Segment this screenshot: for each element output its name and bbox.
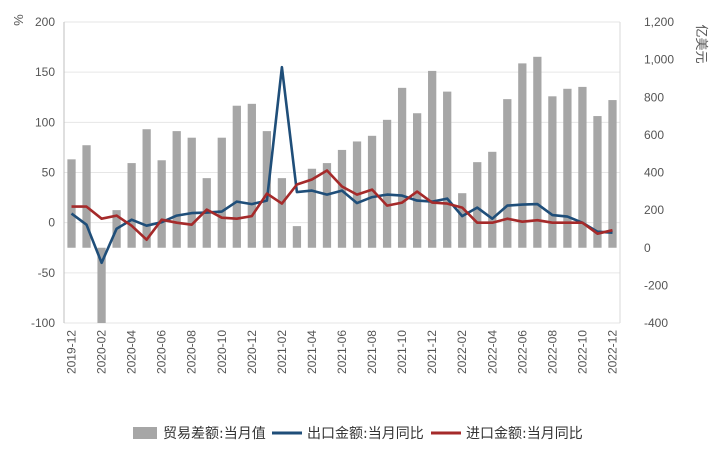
left-tick-label: 100 — [35, 115, 55, 129]
right-tick-label: -400 — [644, 316, 668, 330]
left-axis: 200 150 100 50 0 -50 -100 — [31, 15, 55, 330]
left-axis-unit: % — [11, 14, 26, 26]
trade-balance-bar — [337, 149, 347, 248]
x-tick-label: 2021-10 — [395, 330, 409, 374]
x-tick-label: 2020-06 — [155, 330, 169, 374]
trade-balance-bar — [277, 178, 287, 248]
trade-balance-bar — [187, 137, 196, 248]
trade-balance-bar — [157, 160, 166, 248]
trade-balance-bar — [473, 162, 482, 248]
trade-balance-bar — [82, 145, 91, 248]
right-tick-label: 800 — [644, 90, 664, 104]
trade-balance-bar — [563, 88, 572, 248]
trade-balance-bar — [503, 99, 512, 248]
trade-balance-bar — [608, 100, 617, 248]
x-tick-label: 2021-08 — [365, 330, 379, 374]
x-tick-label: 2022-08 — [545, 330, 559, 374]
legend: 贸易差额:当月值 出口金额:当月同比 进口金额:当月同比 — [133, 426, 583, 442]
x-tick-label: 2020-08 — [185, 330, 199, 374]
import-yoy-line — [71, 169, 613, 241]
x-tick-label: 2020-02 — [95, 330, 109, 374]
legend-swatch-trade-balance — [133, 427, 157, 439]
x-tick-label: 2020-12 — [245, 330, 259, 374]
right-axis: 1,200 1,000 800 600 400 200 0 -200 -400 — [644, 15, 674, 330]
x-tick-label: 2022-06 — [515, 330, 529, 374]
trade-balance-bar — [593, 116, 602, 248]
trade-balance-bar — [458, 193, 467, 248]
right-tick-label: 600 — [644, 128, 664, 142]
right-tick-label: 400 — [644, 166, 664, 180]
trade-balance-bar — [142, 129, 151, 248]
x-tick-label: 2022-04 — [485, 330, 499, 374]
left-tick-label: 150 — [35, 65, 55, 79]
trade-balance-bar — [367, 135, 377, 248]
x-tick-label: 2021-06 — [335, 330, 349, 374]
x-tick-label: 2022-12 — [605, 330, 619, 374]
right-tick-label: -200 — [644, 278, 668, 292]
left-tick-label: 50 — [42, 166, 56, 180]
right-tick-label: 1,000 — [644, 53, 674, 67]
trade-balance-bar — [428, 70, 437, 248]
trade-balance-bar — [322, 163, 332, 248]
trade-balance-bar — [292, 226, 302, 248]
trade-balance-bar — [413, 113, 422, 248]
legend-label-export-yoy: 出口金额:当月同比 — [307, 426, 424, 442]
trade-balance-bar — [217, 137, 226, 248]
x-axis: 2019-12 2020-02 2020-04 2020-06 2020-08 2020-… — [65, 330, 620, 374]
trade-balance-bar — [578, 86, 587, 248]
left-tick-label: -50 — [38, 266, 56, 280]
x-tick-label: 2020-04 — [125, 330, 139, 374]
left-tick-label: 0 — [48, 216, 55, 230]
trade-balance-bar — [232, 105, 241, 248]
trade-balance-bar — [548, 96, 557, 248]
x-tick-label: 2022-10 — [575, 330, 589, 374]
trade-balance-bar — [518, 63, 527, 248]
x-tick-label: 2021-02 — [275, 330, 289, 374]
trade-balance-bar — [397, 87, 407, 248]
right-tick-label: 200 — [644, 203, 664, 217]
trade-balance-bar — [67, 159, 76, 248]
x-tick-label: 2021-12 — [425, 330, 439, 374]
legend-label-import-yoy: 进口金额:当月同比 — [466, 426, 583, 442]
export-yoy-line — [70, 65, 613, 265]
trade-balance-bar — [533, 56, 542, 248]
line-series — [70, 65, 613, 265]
trade-balance-bar — [488, 151, 497, 248]
trade-balance-bar — [443, 91, 452, 248]
trade-balance-bar — [247, 103, 256, 248]
x-tick-label: 2019-12 — [65, 330, 79, 374]
x-tick-label: 2020-10 — [215, 330, 229, 374]
trade-balance-bar — [97, 247, 106, 323]
left-tick-label: 200 — [35, 15, 55, 29]
right-tick-label: 0 — [644, 241, 651, 255]
left-tick-label: -100 — [31, 316, 55, 330]
right-tick-label: 1,200 — [644, 15, 674, 29]
trade-balance-bar — [382, 119, 392, 248]
trade-balance-bar — [127, 163, 136, 248]
legend-label-trade-balance: 贸易差额:当月值 — [163, 426, 266, 442]
x-tick-label: 2021-04 — [305, 330, 319, 374]
right-axis-unit: 亿美元 — [694, 24, 709, 63]
trade-balance-bar — [172, 131, 181, 248]
trade-balance-bar — [307, 168, 317, 248]
x-tick-label: 2022-02 — [455, 330, 469, 374]
